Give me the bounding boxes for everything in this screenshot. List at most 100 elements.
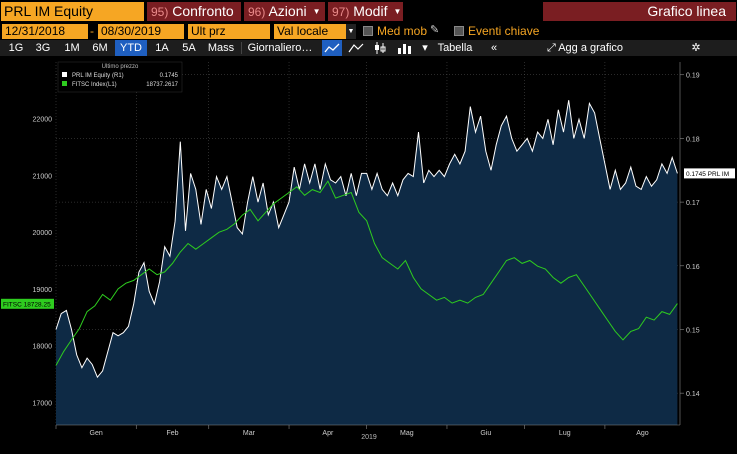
legend-box [57,61,183,93]
ticker-field[interactable]: PRL IM Equity [1,2,144,21]
chevron-down-icon: ▼ [393,7,402,16]
modify-label: Modif [353,3,388,19]
right-tick-label: 0.15 [686,327,700,334]
line-chart-icon[interactable] [322,40,342,56]
right-tick-label: 0.16 [686,264,700,271]
series-line-prl [55,100,678,379]
compare-label: Confronto [172,3,234,19]
series-area-prl [56,100,678,425]
series-line-fitsc [55,180,678,366]
pencil-icon[interactable]: ✎ [430,24,440,36]
price-field-select[interactable]: Ult prz [188,24,270,39]
right-tick-label: 0.14 [686,391,700,398]
actions-number: 96) [248,5,266,19]
divider [241,42,242,54]
actions-label: Azioni [268,3,307,19]
last-value-tag-fitsc: FITSC 18728.25 [1,298,54,309]
last-value-tag-fitsc-bg [1,298,54,309]
last-value-tag-prl-text: 0.1745 PRL IM [686,171,729,178]
left-tick-label: 19000 [33,287,53,294]
bar-chart-icon[interactable] [394,40,414,56]
moving-avg-checkbox[interactable] [363,26,373,36]
left-tick-label: 22000 [33,117,53,124]
x-tick-label: Apr [322,430,334,437]
x-year-label: 2019 [361,434,377,441]
x-tick-label: Giu [480,430,491,437]
collapse-icon[interactable]: « [490,42,498,54]
chart-area: 17000 18000 19000 20000 21000 22000 0.14 0.15 0… [0,56,737,449]
line-chart-glyph [324,43,340,53]
legend-swatch-prl [62,72,67,77]
table-button[interactable]: Tabella [437,42,473,54]
compare-number: 95) [151,5,169,19]
x-axis: Gen Feb Mar Apr Mag Giu Lug Ago [55,424,680,437]
compare-button[interactable]: 95) Confronto [147,2,241,21]
legend-axis-fitsc: (L1) [106,82,117,88]
range-button-1g[interactable]: 1G [8,42,24,54]
last-value-tag-prl-bg [684,168,735,179]
add-to-chart-label: Agg a grafico [558,42,624,54]
legend: Ultimo prezzo PRL IM Equity (R1) 0.1745 … [57,61,183,93]
legend-value-prl: 0.1745 [160,73,179,79]
add-to-chart-button[interactable]: ⤢ Agg a grafico [535,40,635,56]
bar-chart-glyph [398,44,411,54]
x-tick-label: Mar [243,430,256,437]
x-tick-label: Mag [400,430,414,437]
left-axis: 17000 18000 19000 20000 21000 22000 [33,117,53,408]
start-date-input[interactable]: 12/31/2018 [2,24,88,39]
date-separator: - [90,24,94,38]
modify-button[interactable]: 97) Modif ▼ [328,2,403,21]
x-tick-label: Feb [166,430,178,437]
ellipsis-icon: … [301,42,313,54]
chart-type-title: Grafico linea [543,2,736,21]
range-button-ytd[interactable]: YTD [115,40,147,56]
end-date-input[interactable]: 08/30/2019 [98,24,184,39]
key-events-label: Eventi chiave [468,24,540,38]
period-select[interactable]: Giornaliero… [245,40,315,56]
candlestick-glyph [375,42,386,54]
last-value-tag-prl: 0.1745 PRL IM [684,168,735,179]
add-to-chart-icon: ⤢ [546,42,556,54]
chevron-down-icon: ▼ [346,24,356,39]
range-button-3g[interactable]: 3G [35,42,51,54]
moving-avg-label: Med mob [377,24,428,38]
currency-value: Val locale [277,24,329,38]
line-chart-alt-icon[interactable] [346,40,366,56]
range-button-1m[interactable]: 1M [64,42,80,54]
line-chart-alt-glyph [348,43,364,53]
modify-number: 97) [332,5,350,19]
chevron-down-icon[interactable]: ▾ [422,42,428,54]
range-button-6m[interactable]: 6M [92,42,108,54]
x-tick-label: Ago [636,430,649,437]
legend-label-prl: PRL IM Equity [72,73,110,79]
currency-select[interactable]: Val locale ▼ [274,24,356,39]
range-toolbar: 1G 3G 1M 6M YTD 1A 5A Mass Giornaliero… … [0,40,737,56]
legend-value-fitsc: 18737.2617 [146,82,178,88]
legend-label-fitsc: FITSC Index [72,82,106,88]
left-tick-label: 21000 [33,173,53,180]
right-axis: 0.14 0.15 0.16 0.17 0.18 0.19 [679,62,700,425]
controls-bar: 12/31/2018 - 08/30/2019 Ult prz Val loca… [0,23,737,40]
header-bar: PRL IM Equity 95) Confronto 96) Azioni ▼ … [0,0,737,22]
last-value-tag-fitsc-text: FITSC 18728.25 [3,301,51,308]
range-button-mass[interactable]: Mass [207,42,235,54]
x-tick-label: Gen [90,430,103,437]
range-button-5a[interactable]: 5A [182,42,196,54]
chevron-down-icon: ▼ [312,7,321,16]
right-tick-label: 0.18 [686,136,700,143]
right-tick-label: 0.17 [686,200,700,207]
actions-button[interactable]: 96) Azioni ▼ [244,2,325,21]
candlestick-icon[interactable] [370,40,390,56]
left-tick-label: 17000 [33,400,53,407]
range-button-1a[interactable]: 1A [155,42,169,54]
gear-icon[interactable]: ✲ [691,42,701,54]
period-label: Giornaliero [247,42,302,54]
right-tick-label: 0.19 [686,73,700,80]
legend-axis-prl: (R1) [112,73,124,79]
x-tick-label: Lug [559,430,571,437]
legend-swatch-fitsc [62,81,67,86]
key-events-checkbox[interactable] [454,26,464,36]
left-tick-label: 20000 [33,230,53,237]
left-tick-label: 18000 [33,344,53,351]
